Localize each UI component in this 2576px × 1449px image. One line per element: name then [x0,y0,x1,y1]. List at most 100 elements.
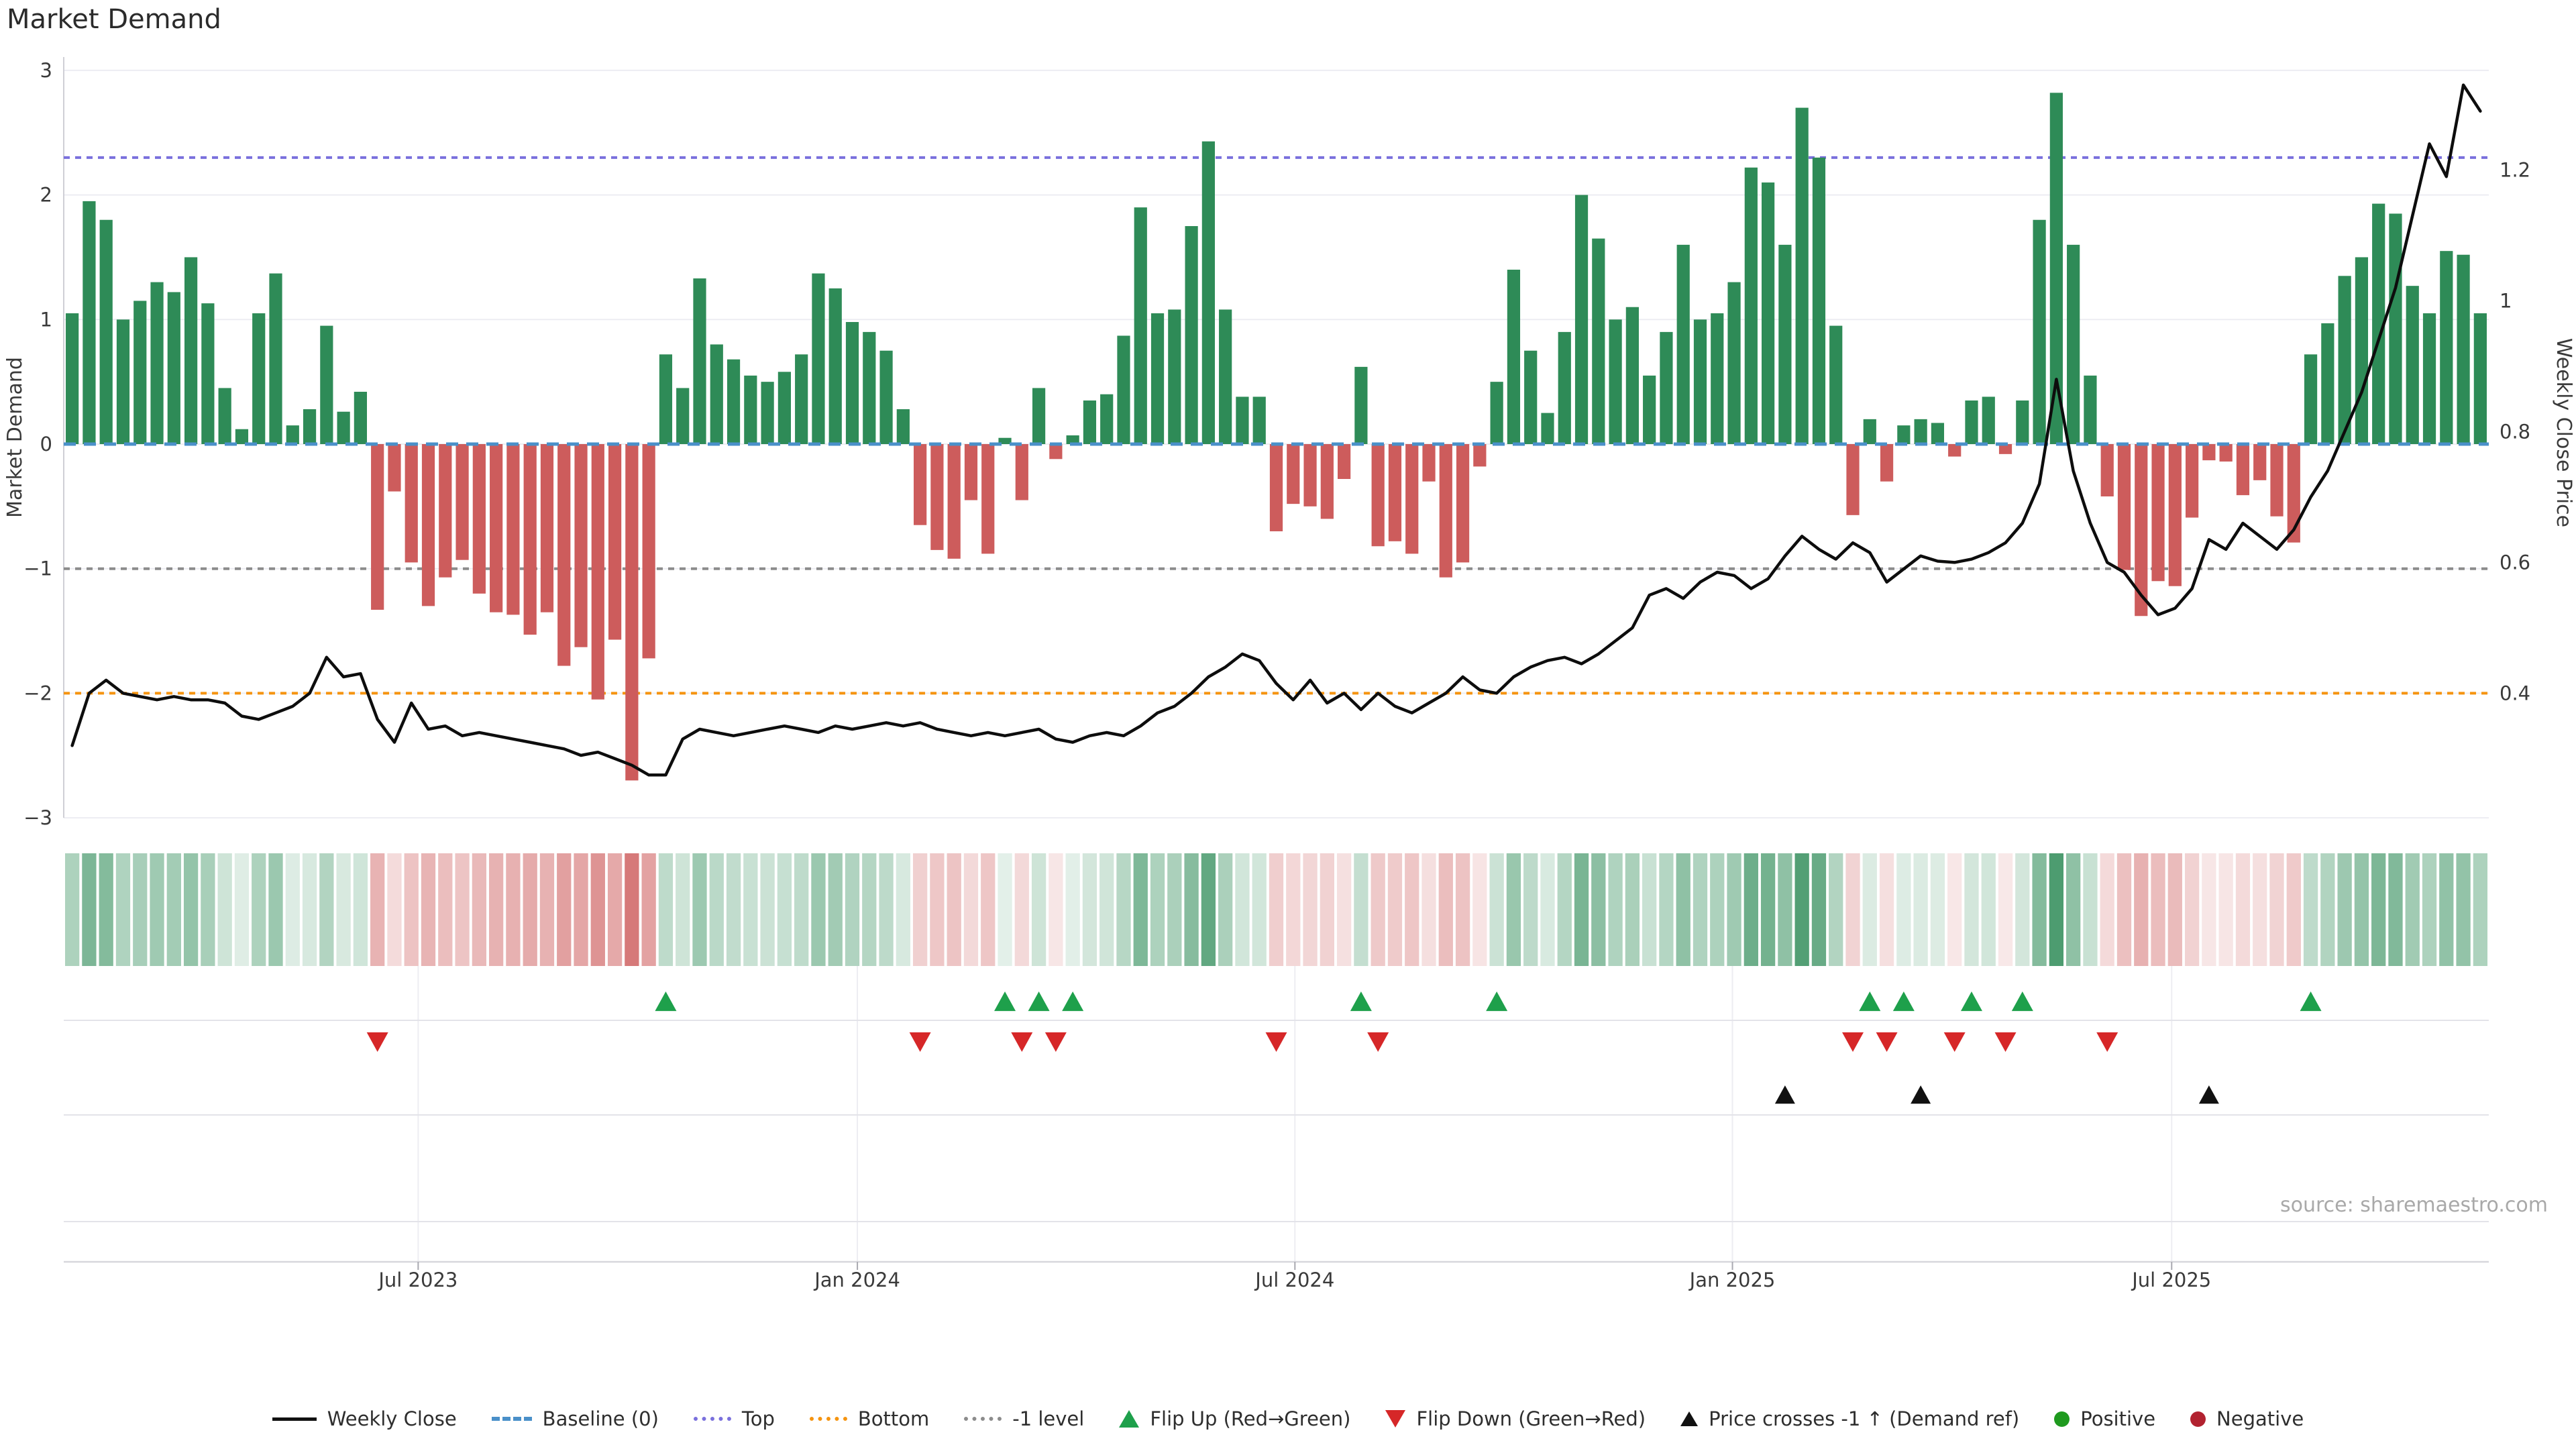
positive-bar [1236,396,1249,444]
heatmap-cell [2388,853,2403,966]
heatmap-cell [1659,853,1674,966]
negative-bar [523,444,537,635]
heatmap-cell [1794,853,1809,966]
positive-bar [1965,400,1978,444]
heatmap-cell [1642,853,1657,966]
legend-label-negative: Negative [2216,1407,2304,1430]
positive-bar [676,388,690,444]
heatmap-cell [99,853,113,966]
left-tick-label: −1 [23,557,52,580]
heatmap-cell [2286,853,2301,966]
flip-down-markers [366,1032,2118,1052]
positive-bar [727,359,741,444]
positive-bar [896,409,910,444]
positive-bar [1201,141,1215,444]
heatmap-cell [2439,853,2454,966]
heatmap-cell [302,853,317,966]
heatmap-cell [2134,853,2149,966]
negative-bar [455,444,469,560]
positive-bar [150,282,164,444]
heatmap-cell [963,853,979,966]
positive-bar [1625,307,1639,444]
heatmap-cell [879,853,894,966]
negative-bar [371,444,384,610]
heatmap-cell [1405,853,1419,966]
x-axis-ticks: Jul 2023 Jan 2024 Jul 2024 Jan 2025 Jul 2025 [377,1262,2211,1291]
heatmap-cell [1896,853,1911,966]
heatmap-cell [2371,853,2386,966]
negative-bar [1388,444,1402,541]
positive-bar [2473,313,2487,444]
positive-bar [286,425,299,444]
heatmap-cell [1303,853,1318,966]
positive-bar [2016,400,2029,444]
negative-bar [2270,444,2284,517]
negative-bar [557,444,571,666]
heatmap-cell [1371,853,1385,966]
heatmap-cell [438,853,453,966]
heatmap-cell [2218,853,2233,966]
positive-bar [2422,313,2436,444]
heatmap-cell [2202,853,2216,966]
negative-bar [1948,444,1962,457]
page-title: Market Demand [7,4,221,35]
heatmap-cell [2456,853,2471,966]
source-text: source: sharemaestro.com [2280,1193,2548,1217]
heatmap-cell [1252,853,1267,966]
negative-bar [2168,444,2182,586]
heatmap-cell [2151,853,2165,966]
panel-separators [64,1020,2489,1263]
heatmap-cell [2303,853,2318,966]
heatmap-cell [2320,853,2335,966]
negative-bar [1303,444,1317,506]
heatmap-cell [82,853,97,966]
positive-bar [1829,325,1843,444]
legend-item-positive: Positive [2054,1407,2155,1430]
heatmap-cell [115,853,131,966]
positive-bar [1795,107,1809,445]
negative-bar [2202,444,2216,461]
positive-bar [863,331,876,444]
left-tick-label: 3 [40,59,52,82]
heatmap-cell [1574,853,1589,966]
negative-bar [506,444,520,615]
positive-bar [1931,423,1945,444]
positive-bar [1914,419,1927,444]
positive-bar [1609,319,1622,444]
heatmap-cell [743,853,758,966]
positive-bar [2304,354,2318,444]
heatmap-cell [1014,853,1029,966]
heatmap-cell [2269,853,2284,966]
heatmap-cell [1557,853,1572,966]
right-tick-label: 0.4 [2500,682,2530,704]
heatmap-cell [2235,853,2251,966]
heatmap-cell [1082,853,1097,966]
legend-label-price-cross: Price crosses -1 ↑ (Demand ref) [1709,1407,2020,1430]
heatmap-cell [625,853,639,966]
positive-bar [184,257,198,444]
negative-bar [1015,444,1028,500]
negative-bar [1439,444,1452,578]
positive-bar [1100,394,1114,444]
legend-item-minus1-level: -1 level [964,1407,1084,1430]
positive-bar [1354,366,1368,444]
heatmap-cell [2473,853,2487,966]
month-gridlines [417,966,2173,1262]
demand-bars [66,93,2487,781]
heatmap-cell [353,853,368,966]
negative-bar [964,444,978,500]
left-axis-ticks: 3 2 1 0 −1 −2 −3 [23,59,52,829]
negative-bar [625,444,639,781]
left-tick-label: 1 [40,308,52,331]
positive-bar [66,313,79,444]
positive-bar [1744,167,1758,444]
legend-label-baseline: Baseline (0) [542,1407,659,1430]
negative-bar [490,444,503,612]
negative-bar [642,444,655,659]
heatmap-cell [1693,853,1708,966]
heatmap-cell [2405,853,2420,966]
heatmap-cell [794,853,809,966]
heatmap-cell [1523,853,1538,966]
positive-bar [235,429,249,444]
